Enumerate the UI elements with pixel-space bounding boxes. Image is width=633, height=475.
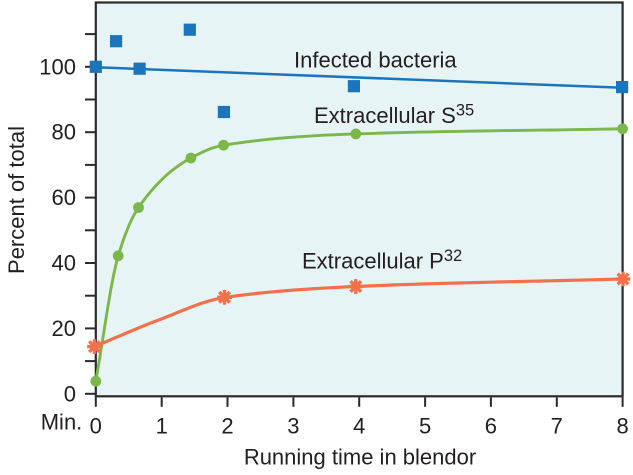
svg-text:60: 60	[52, 185, 76, 210]
svg-text:0: 0	[64, 381, 76, 406]
svg-text:7: 7	[551, 413, 563, 438]
svg-text:40: 40	[52, 251, 76, 276]
svg-text:8: 8	[616, 413, 628, 438]
svg-text:Extracellular S35: Extracellular S35	[314, 102, 474, 129]
svg-text:2: 2	[221, 413, 233, 438]
svg-text:1: 1	[156, 413, 168, 438]
svg-text:Running time in blendor: Running time in blendor	[244, 445, 476, 470]
svg-text:3: 3	[287, 413, 299, 438]
svg-text:6: 6	[485, 413, 497, 438]
svg-text:80: 80	[52, 120, 76, 145]
svg-text:0: 0	[90, 413, 102, 438]
svg-text:Min.: Min.	[41, 410, 83, 435]
svg-text:20: 20	[52, 316, 76, 341]
svg-text:Infected bacteria: Infected bacteria	[294, 48, 457, 73]
svg-text:Percent of total: Percent of total	[4, 126, 29, 274]
svg-text:5: 5	[419, 413, 431, 438]
svg-text:100: 100	[39, 54, 76, 79]
svg-text:Extracellular P32: Extracellular P32	[302, 247, 462, 274]
svg-text:4: 4	[353, 413, 365, 438]
